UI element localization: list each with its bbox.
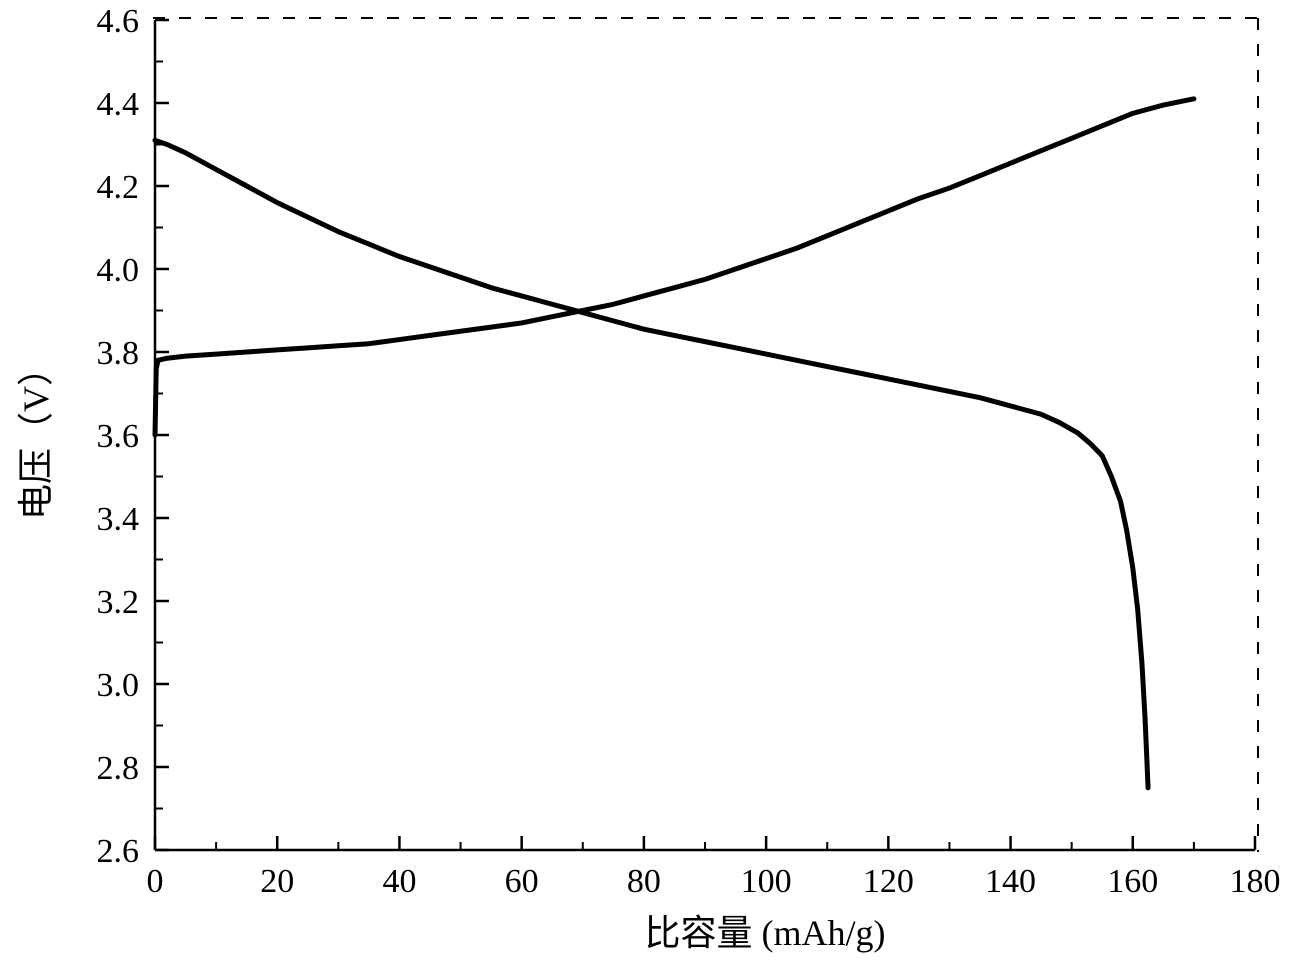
y-tick-label: 4.6	[97, 3, 140, 40]
charge-curve	[155, 99, 1194, 435]
x-tick-label: 0	[147, 863, 164, 900]
chart-svg: 0 20 40 60 80 100 120 140 160 180 2.6 2.8 3.0 3.2 3.4 3…	[0, 0, 1314, 967]
x-tick-label: 60	[505, 863, 539, 900]
y-tick-label: 3.8	[97, 335, 140, 372]
chart-container: 0 20 40 60 80 100 120 140 160 180 2.6 2.8 3.0 3.2 3.4 3…	[0, 0, 1314, 967]
x-tick-label: 20	[260, 863, 294, 900]
x-tick-label: 100	[741, 863, 792, 900]
x-tick-label: 160	[1107, 863, 1158, 900]
y-tick-label: 4.2	[97, 169, 140, 206]
x-axis-label: 比容量 (mAh/g)	[645, 913, 886, 953]
y-tick-label: 3.2	[97, 584, 140, 621]
y-tick-label: 2.8	[97, 750, 140, 787]
y-axis-label: 电压（V）	[16, 350, 56, 520]
x-tick-label: 120	[863, 863, 914, 900]
y-tick-label: 3.0	[97, 667, 140, 704]
discharge-curve	[155, 140, 1148, 787]
y-tick-label: 2.6	[97, 833, 140, 870]
y-tick-label: 3.4	[97, 501, 140, 538]
x-tick-label: 140	[985, 863, 1036, 900]
x-tick-label: 80	[627, 863, 661, 900]
y-tick-label: 4.0	[97, 252, 140, 289]
y-tick-label: 4.4	[97, 86, 140, 123]
y-tick-label: 3.6	[97, 418, 140, 455]
x-tick-label: 40	[382, 863, 416, 900]
x-tick-label: 180	[1230, 863, 1281, 900]
